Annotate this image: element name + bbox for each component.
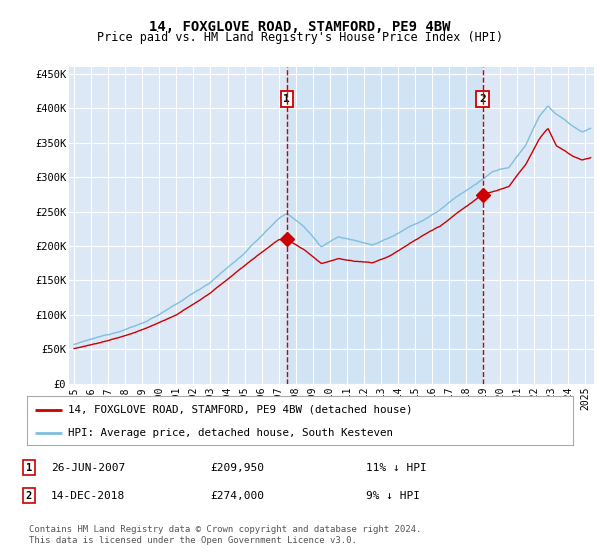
Text: Price paid vs. HM Land Registry's House Price Index (HPI): Price paid vs. HM Land Registry's House …: [97, 31, 503, 44]
Text: 14, FOXGLOVE ROAD, STAMFORD, PE9 4BW (detached house): 14, FOXGLOVE ROAD, STAMFORD, PE9 4BW (de…: [68, 405, 412, 415]
Text: £209,950: £209,950: [210, 463, 264, 473]
Text: 1: 1: [26, 463, 32, 473]
Text: 9% ↓ HPI: 9% ↓ HPI: [366, 491, 420, 501]
Text: 26-JUN-2007: 26-JUN-2007: [51, 463, 125, 473]
Text: 2: 2: [26, 491, 32, 501]
Text: 14, FOXGLOVE ROAD, STAMFORD, PE9 4BW: 14, FOXGLOVE ROAD, STAMFORD, PE9 4BW: [149, 20, 451, 34]
Text: 2: 2: [479, 94, 486, 104]
Text: £274,000: £274,000: [210, 491, 264, 501]
Text: HPI: Average price, detached house, South Kesteven: HPI: Average price, detached house, Sout…: [68, 428, 393, 438]
Bar: [287, 67, 482, 384]
Text: 11% ↓ HPI: 11% ↓ HPI: [366, 463, 427, 473]
Text: Contains HM Land Registry data © Crown copyright and database right 2024.
This d: Contains HM Land Registry data © Crown c…: [29, 525, 421, 545]
Text: 1: 1: [283, 94, 290, 104]
Text: 14-DEC-2018: 14-DEC-2018: [51, 491, 125, 501]
